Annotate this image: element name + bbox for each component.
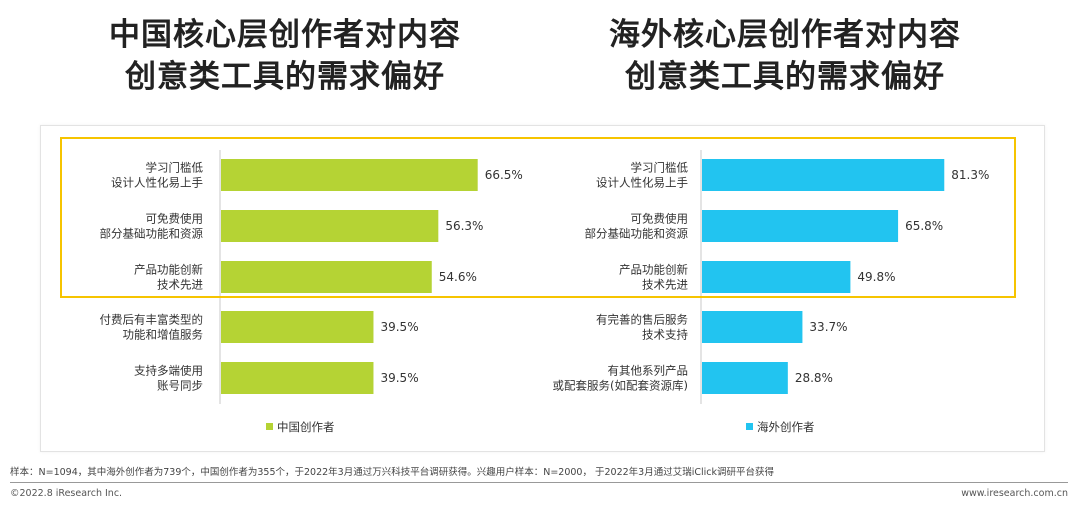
overseas-category-label-1-0: 可免费使用 bbox=[631, 212, 689, 226]
overseas-bar-3 bbox=[702, 311, 803, 343]
overseas-category-label-2-0: 产品功能创新 bbox=[619, 263, 688, 277]
china-legend-label: 中国创作者 bbox=[277, 420, 335, 434]
china-value-label-4: 39.5% bbox=[380, 371, 418, 385]
right-title-line2: 创意类工具的需求偏好 bbox=[625, 59, 945, 95]
overseas-category-label-4-0: 有其他系列产品 bbox=[608, 364, 689, 378]
china-category-label-1-0: 可免费使用 bbox=[146, 212, 204, 226]
overseas-category-label-0-0: 学习门槛低 bbox=[631, 161, 689, 175]
overseas-category-label-3-0: 有完善的售后服务 bbox=[596, 313, 688, 327]
china-bar-1 bbox=[221, 210, 439, 242]
china-value-label-3: 39.5% bbox=[380, 320, 418, 334]
left-title-line2: 创意类工具的需求偏好 bbox=[125, 59, 445, 95]
left-title-line1: 中国核心层创作者对内容 bbox=[109, 17, 461, 53]
footer-divider bbox=[10, 482, 1068, 483]
china-category-label-3-0: 付费后有丰富类型的 bbox=[100, 313, 204, 327]
overseas-legend-swatch bbox=[746, 423, 753, 430]
china-legend-swatch bbox=[266, 423, 273, 430]
china-bar-2 bbox=[221, 261, 432, 293]
sample-note: 样本：N=1094，其中海外创作者为739个，中国创作者为355个，于2022年… bbox=[10, 467, 774, 478]
china-category-label-2-1: 技术先进 bbox=[157, 278, 203, 292]
overseas-category-label-4-1: 或配套服务(如配套资源库) bbox=[553, 379, 688, 393]
overseas-bar-4 bbox=[702, 362, 788, 394]
overseas-value-label-0: 81.3% bbox=[951, 168, 989, 182]
china-category-label-4-0: 支持多端使用 bbox=[134, 364, 203, 378]
overseas-bar-1 bbox=[702, 210, 899, 242]
overseas-value-label-2: 49.8% bbox=[857, 270, 895, 284]
china-bar-3 bbox=[221, 311, 374, 343]
overseas-legend-label: 海外创作者 bbox=[757, 420, 815, 434]
copyright-text: ©2022.8 iResearch Inc. bbox=[10, 488, 123, 499]
china-value-label-0: 66.5% bbox=[485, 168, 523, 182]
overseas-category-label-1-1: 部分基础功能和资源 bbox=[585, 227, 689, 241]
china-bar-4 bbox=[221, 362, 374, 394]
overseas-bar-2 bbox=[702, 261, 851, 293]
website-text: www.iresearch.com.cn bbox=[961, 488, 1068, 499]
overseas-value-label-4: 28.8% bbox=[795, 371, 833, 385]
highlight-box bbox=[60, 137, 1016, 298]
china-category-label-2-0: 产品功能创新 bbox=[134, 263, 203, 277]
overseas-category-label-3-1: 技术支持 bbox=[642, 328, 688, 342]
overseas-category-label-0-1: 设计人性化易上手 bbox=[596, 176, 688, 190]
china-category-label-3-1: 功能和增值服务 bbox=[123, 328, 204, 342]
china-category-label-1-1: 部分基础功能和资源 bbox=[100, 227, 204, 241]
overseas-bar-0 bbox=[702, 159, 945, 191]
china-value-label-1: 56.3% bbox=[445, 219, 483, 233]
overseas-value-label-1: 65.8% bbox=[905, 219, 943, 233]
left-chart-title: 中国核心层创作者对内容 创意类工具的需求偏好 bbox=[50, 14, 520, 98]
china-category-label-0-1: 设计人性化易上手 bbox=[111, 176, 203, 190]
right-chart-title: 海外核心层创作者对内容 创意类工具的需求偏好 bbox=[550, 14, 1020, 98]
china-value-label-2: 54.6% bbox=[439, 270, 477, 284]
right-title-line1: 海外核心层创作者对内容 bbox=[609, 17, 961, 53]
overseas-category-label-2-1: 技术先进 bbox=[642, 278, 688, 292]
overseas-value-label-3: 33.7% bbox=[809, 320, 847, 334]
china-bar-0 bbox=[221, 159, 478, 191]
china-category-label-0-0: 学习门槛低 bbox=[146, 161, 204, 175]
china-category-label-4-1: 账号同步 bbox=[157, 379, 203, 393]
